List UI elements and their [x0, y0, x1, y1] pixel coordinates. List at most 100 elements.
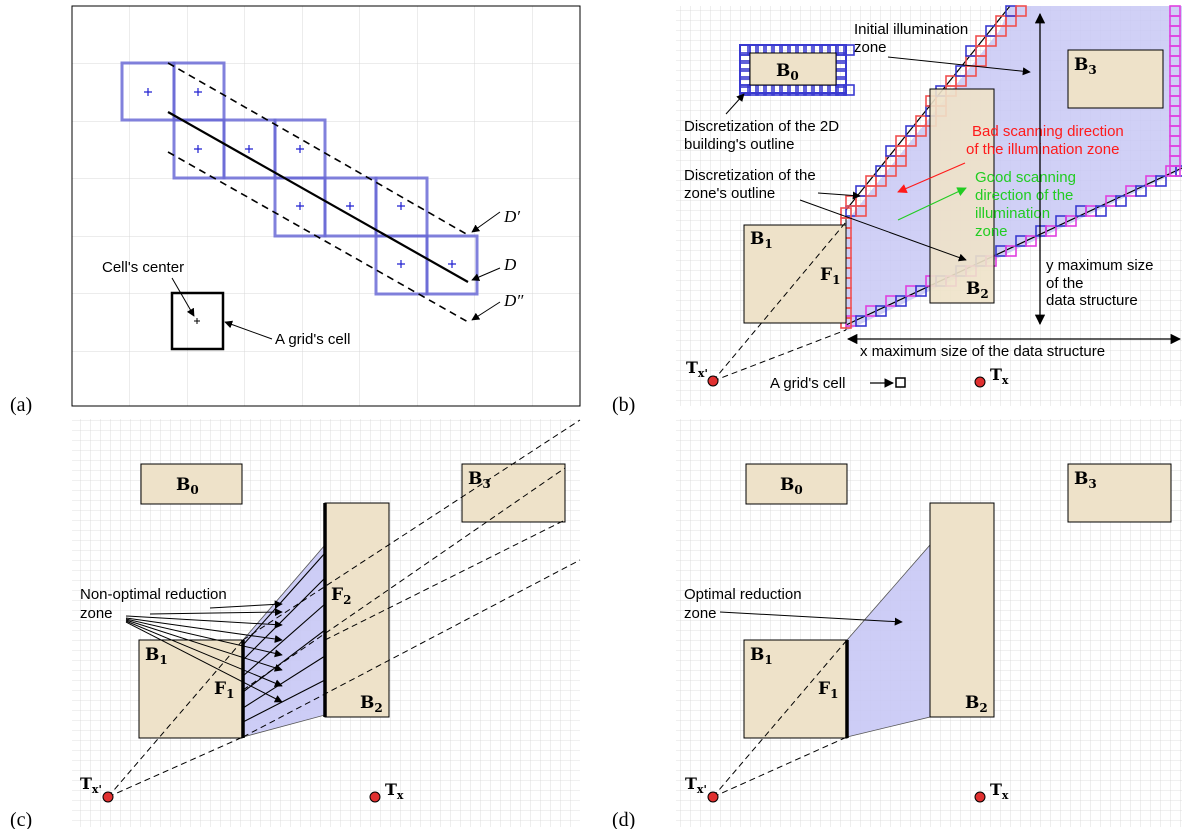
line-d-arrow	[471, 267, 501, 281]
b1-label: B1	[145, 645, 168, 667]
transmitter-image-marker	[707, 791, 719, 803]
x-max-label: x maximum size of the data structure	[860, 343, 1105, 360]
b2-label: B2	[966, 279, 989, 301]
outline-grid-cell	[739, 84, 751, 96]
y-max-label-2: of the	[1046, 275, 1084, 292]
cell-center-mark	[397, 202, 405, 210]
ray	[242, 577, 326, 661]
dashed-ray	[242, 419, 581, 641]
outline-grid-cell	[855, 315, 867, 327]
disc-building-arrow	[725, 93, 745, 115]
outline-grid-cell	[1115, 195, 1127, 207]
cell-center-mark	[245, 145, 253, 153]
building-b0	[749, 52, 837, 86]
b3-label: B3	[468, 469, 491, 491]
line-d-double-prime	[167, 151, 469, 323]
f1-label: F1	[820, 265, 840, 287]
example-grid-cell	[170, 291, 225, 351]
outline-grid-cell	[915, 285, 927, 297]
panel-d-label: (d)	[612, 809, 635, 829]
f1-label: F1	[818, 679, 838, 701]
example-cell-center-mark	[194, 318, 200, 324]
building-b3	[1067, 463, 1172, 523]
panel-a: (a)	[10, 5, 581, 416]
non-optimal-label-2: zone	[80, 605, 113, 622]
outline-grid-cell	[1095, 205, 1107, 217]
bad-scan-label-1: Bad scanning direction	[972, 123, 1124, 140]
tx-prime-label: Tx'	[80, 774, 102, 796]
cell-center-mark	[144, 88, 152, 96]
tx-label: Tx	[990, 365, 1009, 387]
panel-c: (c) Non-optimal reduction zone	[10, 419, 581, 829]
transmitter-marker	[369, 791, 381, 803]
dashed-ray	[242, 467, 566, 691]
cell-center-arrow	[171, 277, 195, 317]
disc-building-label-1: Discretization of the 2D	[684, 118, 839, 135]
grid-cell-label: A grid's cell	[275, 331, 350, 348]
ray	[242, 679, 326, 723]
line-d-label: D	[503, 255, 517, 274]
line-d-double-arrow	[471, 301, 501, 321]
outline-grid-cell	[895, 295, 907, 307]
b1-label: B1	[750, 645, 773, 667]
cell-center-mark	[296, 145, 304, 153]
good-scan-label-2: direction of the	[975, 187, 1073, 204]
bad-scan-arrow	[897, 162, 966, 193]
outline-grid-cell	[835, 44, 847, 56]
traversed-cells	[120, 61, 479, 296]
tx-prime-label: Tx'	[685, 774, 707, 796]
pointer-arrow	[149, 608, 283, 617]
outline-grid-cell	[1015, 5, 1027, 17]
optimal-label-2: zone	[684, 605, 717, 622]
b3-label: B3	[1074, 469, 1097, 491]
good-scan-label-3: illumination	[975, 205, 1050, 222]
pointer-arrow	[125, 617, 283, 643]
b0-label: B0	[176, 475, 199, 497]
b3-label: B3	[1074, 55, 1097, 77]
f2-label: F2	[331, 585, 351, 607]
outline-grid-cell	[843, 44, 855, 56]
outline-grid-cell	[1175, 165, 1182, 177]
outline-grid-cell	[1045, 225, 1057, 237]
outline-grid-cell	[843, 84, 855, 96]
disc-building-label-2: building's outline	[684, 136, 794, 153]
cell-center-label: Cell's center	[102, 259, 184, 276]
outline-grid-cell	[1005, 245, 1017, 257]
building-b0	[745, 463, 848, 505]
initial-zone-label-1: Initial illumination	[854, 21, 968, 38]
panel-b-label: (b)	[612, 394, 635, 416]
dashed-ray	[107, 639, 244, 798]
panel-c-label: (c)	[10, 809, 32, 829]
grid-cell-label-b: A grid's cell	[770, 375, 845, 392]
transmitter-image-marker	[102, 791, 114, 803]
building-b1	[743, 639, 848, 739]
disc-zone-label-1: Discretization of the	[684, 167, 816, 184]
grid-cell-sample	[895, 377, 906, 388]
zone-right-outline-cells	[1169, 5, 1181, 177]
dashed-rays	[107, 419, 581, 798]
cell-center-mark	[448, 260, 456, 268]
disc-zone-label-2: zone's outline	[684, 185, 775, 202]
grid-cell-arrow	[224, 320, 273, 340]
b0-label: B0	[776, 61, 799, 83]
outline-grid-cell	[1065, 215, 1077, 227]
cell-center-mark	[194, 88, 202, 96]
outline-grid-cell	[835, 84, 847, 96]
b2-label: B2	[965, 693, 988, 715]
ray	[242, 629, 326, 693]
dashed-ray	[712, 639, 848, 798]
good-scan-label-4: zone	[975, 223, 1008, 240]
dashed-ray	[242, 559, 581, 738]
grid-cell-traversed	[425, 234, 479, 296]
outline-grid-cell	[1135, 185, 1147, 197]
transmitter-marker	[974, 376, 986, 388]
non-optimal-arrows	[125, 600, 283, 703]
pointer-arrow	[125, 621, 283, 703]
dashed-ray	[712, 736, 848, 798]
line-d-prime-arrow	[471, 211, 501, 233]
ray	[242, 552, 326, 646]
disc-zone-arrow-2	[799, 199, 967, 262]
cell-center-mark	[346, 202, 354, 210]
outline-grid-cell	[1155, 175, 1167, 187]
